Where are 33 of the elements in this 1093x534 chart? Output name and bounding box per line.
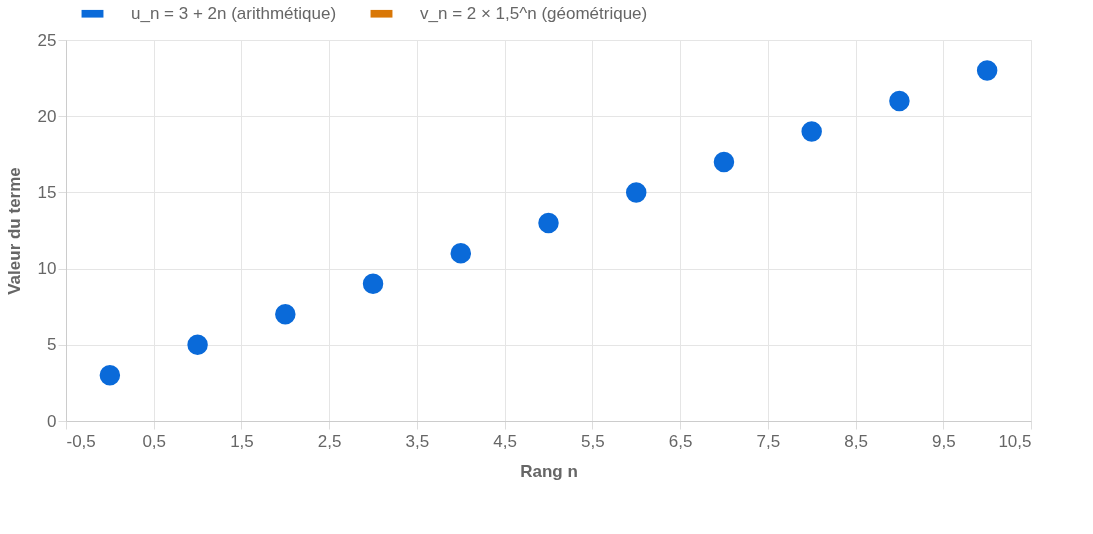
- x-tick-label: -0,5: [66, 431, 96, 451]
- point: [976, 60, 998, 81]
- point: [187, 334, 208, 356]
- x-tick-label: 2,5: [317, 431, 342, 451]
- y-tick-label: 5: [47, 335, 57, 355]
- y-tick-label: 25: [37, 30, 57, 50]
- y-axis-title: Valeur du terme: [4, 167, 24, 295]
- point: [625, 182, 647, 203]
- x-tick-label: 9,5: [931, 431, 956, 451]
- x-tick-label: 6,5: [668, 431, 693, 451]
- point: [538, 212, 559, 234]
- x-tick-label: 8,5: [844, 431, 868, 451]
- point: [99, 365, 121, 386]
- x-tick-label: 10,5: [998, 431, 1032, 451]
- y-tick-label: 0: [47, 411, 57, 431]
- legend-label: v_n = 2 × 1,5^n (géométrique): [420, 3, 648, 23]
- x-tick-label: 4,5: [493, 431, 517, 451]
- x-tick-label: 7,5: [756, 431, 781, 451]
- y-tick-label: 15: [37, 182, 57, 202]
- point: [450, 243, 472, 264]
- point: [889, 90, 910, 112]
- point: [275, 304, 296, 325]
- x-tick-label: 5,5: [581, 431, 605, 451]
- y-tick-label: 20: [37, 106, 57, 126]
- y-tick-label: 10: [37, 259, 57, 279]
- point: [362, 273, 384, 295]
- point: [713, 151, 735, 173]
- x-tick-label: 0,5: [142, 431, 167, 451]
- legend-label: u_n = 3 + 2n (arithmétique): [131, 3, 337, 23]
- x-axis-title: Rang n: [520, 461, 578, 481]
- x-tick-label: 3,5: [405, 431, 430, 451]
- point: [801, 121, 822, 142]
- x-tick-label: 1,5: [230, 431, 254, 451]
